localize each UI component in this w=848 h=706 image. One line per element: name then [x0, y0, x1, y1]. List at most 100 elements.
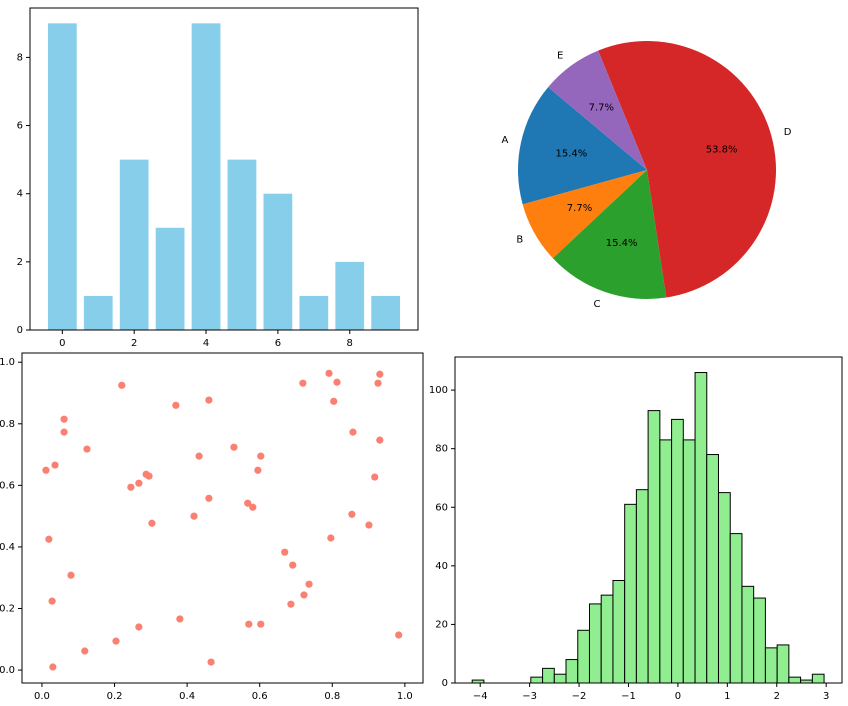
- x-tick-label: 3: [823, 691, 829, 702]
- point: [118, 381, 126, 389]
- x-tick-label: 2: [131, 338, 137, 349]
- y-tick-label: 8: [17, 52, 23, 63]
- point: [190, 512, 198, 520]
- point: [327, 534, 335, 542]
- y-tick-label: 0: [442, 678, 448, 689]
- pie-slice: [552, 170, 667, 299]
- slice-value-label: 7.7%: [589, 102, 614, 113]
- x-tick-label: 2: [774, 691, 780, 702]
- hist-bar: [624, 503, 637, 684]
- point: [60, 428, 68, 436]
- point: [42, 466, 50, 474]
- point: [207, 658, 215, 666]
- bar: [335, 261, 365, 330]
- slice-label: D: [784, 127, 792, 138]
- y-tick-label: 2: [17, 257, 23, 268]
- point: [48, 597, 56, 605]
- point: [376, 436, 384, 444]
- point: [195, 452, 203, 460]
- x-tick-label: −4: [473, 691, 488, 702]
- hist-bar: [530, 676, 544, 684]
- point: [305, 580, 313, 588]
- bar: [227, 159, 257, 330]
- point: [287, 600, 295, 608]
- slice-value-label: 53.8%: [706, 144, 738, 155]
- point: [325, 369, 333, 377]
- point: [49, 663, 57, 671]
- point: [172, 401, 180, 409]
- pie-slice: [522, 170, 647, 259]
- hist-bar: [717, 492, 731, 684]
- y-tick-label: 0.8: [0, 419, 15, 430]
- point: [205, 396, 213, 404]
- bar: [119, 159, 149, 330]
- bar: [299, 295, 329, 330]
- y-tick-label: 40: [435, 561, 448, 572]
- y-tick-label: 60: [435, 502, 448, 513]
- point: [376, 370, 384, 378]
- x-tick-label: 8: [347, 338, 353, 349]
- axes-frame: [29, 7, 419, 331]
- point: [395, 631, 403, 639]
- point: [300, 591, 308, 599]
- y-tick-label: 1.0: [0, 357, 15, 368]
- point: [148, 519, 156, 527]
- x-tick-label: 4: [203, 338, 209, 349]
- hist-bar: [694, 372, 708, 684]
- slice-label: B: [516, 234, 523, 245]
- hist-bar: [588, 603, 602, 684]
- y-tick-label: 0: [17, 325, 23, 336]
- y-tick-label: 20: [435, 619, 448, 630]
- hist-bar: [647, 410, 661, 684]
- hist-bar: [600, 594, 614, 684]
- hist-bar: [682, 439, 696, 684]
- hist-bar: [553, 673, 567, 684]
- hist-bar: [788, 676, 802, 684]
- hist-bar: [542, 667, 555, 684]
- y-tick-label: 6: [17, 121, 23, 132]
- slice-label: A: [502, 135, 509, 146]
- x-tick-label: 0: [59, 338, 65, 349]
- point: [257, 452, 265, 460]
- y-tick-label: 0.4: [0, 542, 15, 553]
- x-tick-label: 0.4: [179, 691, 195, 702]
- point: [145, 472, 153, 480]
- hist-bar: [612, 579, 626, 684]
- x-tick-label: 0.8: [324, 691, 340, 702]
- point: [51, 461, 59, 469]
- x-tick-label: 1: [724, 691, 730, 702]
- bar: [263, 193, 293, 330]
- y-tick-label: 4: [17, 189, 23, 200]
- point: [45, 535, 53, 543]
- x-tick-label: 0.2: [107, 691, 123, 702]
- pie-slice: [548, 50, 647, 170]
- point: [257, 620, 265, 628]
- y-tick-label: 80: [435, 444, 448, 455]
- point: [299, 379, 307, 387]
- bar: [371, 295, 401, 330]
- x-tick-label: 0.6: [252, 691, 268, 702]
- point: [176, 615, 184, 623]
- x-tick-label: 1.0: [397, 691, 413, 702]
- hist-bar: [659, 439, 673, 684]
- point: [333, 378, 341, 386]
- y-tick-label: 0.2: [0, 604, 15, 615]
- point: [281, 548, 289, 556]
- hist-bar: [764, 647, 778, 684]
- axes-frame: [454, 356, 843, 684]
- slice-value-label: 15.4%: [555, 149, 587, 160]
- point: [230, 443, 238, 451]
- point: [348, 510, 356, 518]
- point: [60, 415, 68, 423]
- hist-bar: [635, 489, 649, 684]
- point: [374, 379, 382, 387]
- hist-bar: [706, 454, 719, 684]
- axes-frame: [21, 352, 424, 684]
- slice-value-label: 15.4%: [606, 238, 638, 249]
- point: [67, 571, 75, 579]
- point: [205, 494, 213, 502]
- pie-slice: [598, 41, 777, 298]
- y-tick-label: 0.6: [0, 480, 15, 491]
- point: [135, 623, 143, 631]
